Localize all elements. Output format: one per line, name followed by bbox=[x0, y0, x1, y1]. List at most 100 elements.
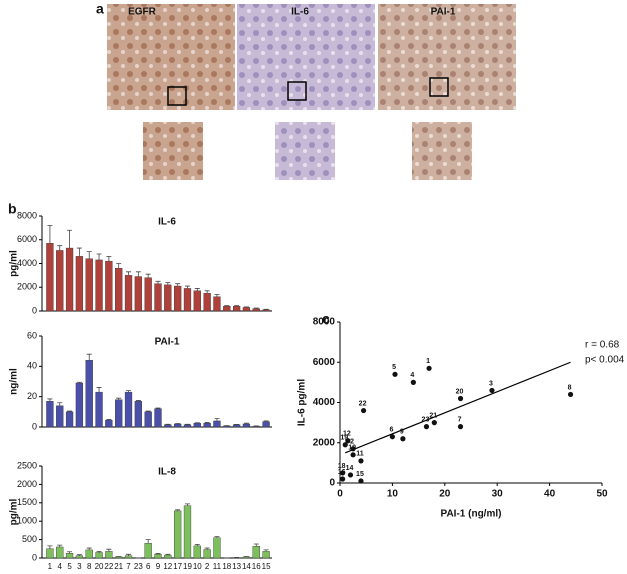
bar bbox=[242, 423, 251, 428]
bar bbox=[75, 256, 84, 312]
micrograph-zoom bbox=[143, 122, 203, 180]
error-bar bbox=[224, 305, 230, 307]
panel-label: c bbox=[322, 311, 330, 327]
x-tick-label: 4 bbox=[58, 562, 63, 571]
x-tick-label: 9 bbox=[156, 562, 161, 571]
bar bbox=[56, 405, 64, 428]
error-bar bbox=[194, 288, 200, 291]
error-bar bbox=[67, 410, 73, 412]
bar bbox=[193, 423, 201, 428]
bar bbox=[232, 306, 241, 312]
error-bar bbox=[126, 390, 132, 393]
error-bar bbox=[184, 285, 190, 289]
bar bbox=[154, 408, 162, 428]
bar bbox=[75, 382, 84, 428]
bar bbox=[262, 309, 270, 312]
error-bar bbox=[67, 229, 73, 249]
point-label: 21 bbox=[429, 412, 437, 419]
point-label: 20 bbox=[456, 388, 464, 395]
error-bar bbox=[47, 225, 53, 244]
x-tick-label: 0 bbox=[337, 489, 343, 500]
bar bbox=[174, 285, 182, 312]
x-tick-label: 23 bbox=[134, 562, 143, 571]
bar bbox=[154, 283, 162, 312]
y-axis-label: pg/ml bbox=[9, 498, 20, 525]
scatter-point bbox=[347, 472, 354, 478]
error-bar bbox=[214, 536, 220, 538]
bar bbox=[134, 401, 142, 428]
x-tick-label: 16 bbox=[252, 562, 261, 571]
bar bbox=[95, 552, 103, 559]
panel-label: a bbox=[96, 1, 104, 17]
chart-title: IL-8 bbox=[158, 467, 176, 478]
bar bbox=[213, 296, 221, 312]
error-bar bbox=[165, 553, 171, 556]
bar bbox=[164, 554, 172, 559]
error-bar bbox=[234, 305, 240, 307]
error-bar bbox=[194, 543, 200, 546]
y-axis-label: ng/ml bbox=[9, 368, 20, 395]
point-label: 18 bbox=[338, 463, 346, 470]
bar bbox=[65, 411, 74, 428]
bar bbox=[85, 549, 93, 559]
error-bar bbox=[76, 247, 82, 257]
error-bar bbox=[86, 353, 92, 361]
error-bar bbox=[204, 547, 210, 550]
x-tick-label: 14 bbox=[242, 562, 251, 571]
bar bbox=[115, 268, 123, 312]
x-tick-label: 30 bbox=[492, 489, 504, 500]
point-label: 4 bbox=[410, 372, 414, 379]
error-bar bbox=[47, 545, 53, 549]
error-bar bbox=[106, 419, 112, 421]
y-tick-label: 40 bbox=[27, 361, 37, 371]
x-tick-label: 1 bbox=[48, 562, 53, 571]
y-tick-label: 0 bbox=[32, 421, 37, 431]
scatter-point bbox=[457, 424, 464, 430]
y-tick-label: 4000 bbox=[17, 258, 37, 268]
bar bbox=[56, 250, 64, 312]
error-bar bbox=[175, 509, 181, 511]
bar bbox=[262, 421, 270, 428]
bar bbox=[252, 308, 260, 312]
x-tick-label: 13 bbox=[232, 562, 241, 571]
point-label: 3 bbox=[489, 380, 493, 387]
scatter-point bbox=[410, 379, 416, 385]
error-bar bbox=[253, 307, 259, 309]
bar bbox=[203, 549, 211, 559]
bar bbox=[203, 423, 211, 428]
bar bbox=[144, 543, 152, 559]
point-label: 9 bbox=[400, 429, 404, 436]
micrograph bbox=[378, 4, 516, 110]
error-bar bbox=[116, 397, 122, 400]
scatter-point bbox=[350, 452, 356, 458]
error-bar bbox=[214, 293, 220, 297]
inset-box bbox=[429, 77, 449, 97]
error-bar bbox=[106, 255, 112, 262]
error-bar bbox=[214, 418, 220, 421]
bar bbox=[223, 425, 231, 428]
bar bbox=[203, 292, 211, 312]
bar bbox=[242, 307, 251, 312]
point-label: 7 bbox=[458, 416, 462, 423]
scatter-point bbox=[423, 424, 430, 430]
x-tick-label: 7 bbox=[126, 562, 131, 571]
x-tick-label: 17 bbox=[173, 562, 182, 571]
bar bbox=[95, 391, 103, 428]
bar bbox=[262, 551, 270, 559]
x-tick-label: 22 bbox=[104, 562, 113, 571]
x-tick-label: 2 bbox=[205, 562, 210, 571]
y-tick-label: 2000 bbox=[313, 437, 336, 448]
error-bar bbox=[57, 544, 63, 547]
x-tick-label: 19 bbox=[183, 562, 192, 571]
x-axis-label: PAI-1 (ng/ml) bbox=[441, 509, 502, 520]
bar bbox=[232, 424, 241, 428]
bar bbox=[213, 420, 221, 428]
error-bar bbox=[175, 283, 181, 287]
y-tick-label: 2500 bbox=[17, 460, 37, 470]
error-bar bbox=[253, 543, 259, 547]
x-tick-label: 10 bbox=[387, 489, 399, 500]
x-tick-label: 5 bbox=[67, 562, 72, 571]
point-label: 22 bbox=[359, 400, 367, 407]
